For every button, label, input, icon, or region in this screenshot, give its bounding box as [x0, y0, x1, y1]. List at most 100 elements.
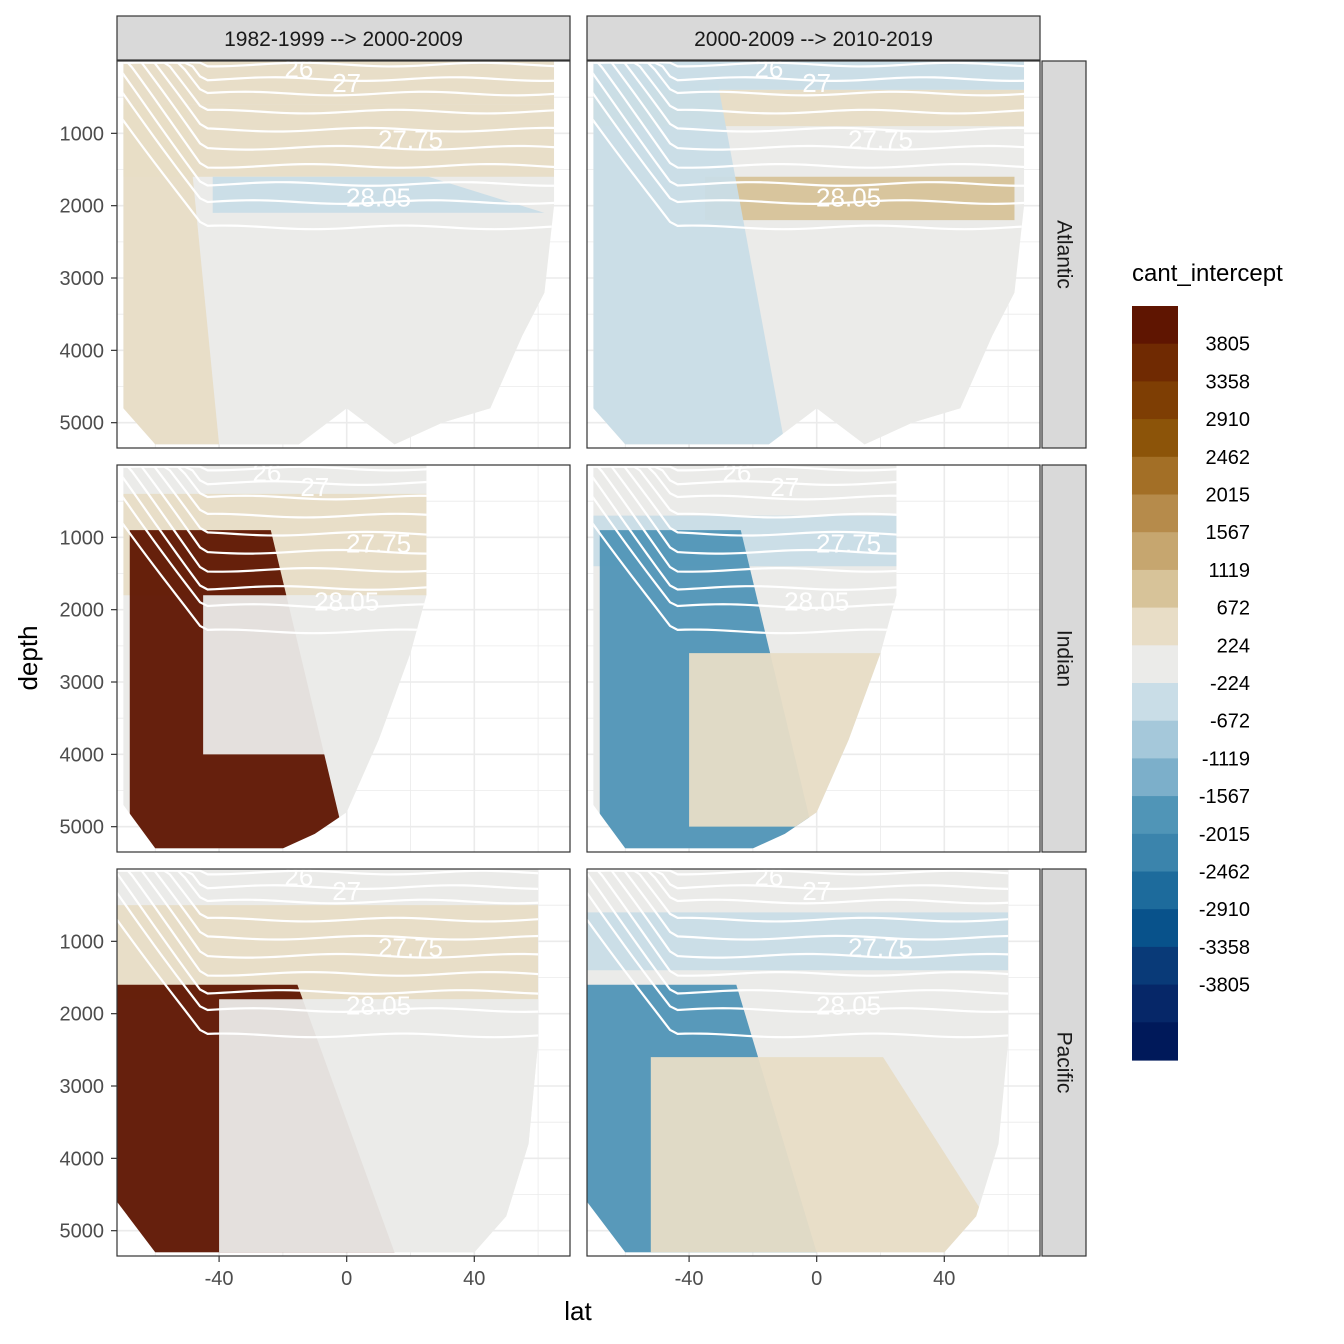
- legend-color-band: [1132, 1022, 1178, 1061]
- isopycnal-line: [117, 869, 539, 905]
- isopycnal-label: 28.05: [346, 990, 411, 1020]
- legend-level-label: -1119: [1202, 748, 1250, 770]
- panel-atlantic-2: 26 27 27.75 28.05: [586, 60, 1041, 449]
- legend-color-band: [1132, 419, 1178, 458]
- isopycnal-line: [587, 869, 1009, 977]
- isopycnal-line: [587, 869, 1009, 876]
- isopycnal-line: [593, 488, 897, 609]
- isopycnals: [123, 465, 427, 635]
- y-tick-label: 1000: [60, 527, 105, 549]
- isopycnals: [593, 465, 897, 635]
- isopycnal-line: [123, 465, 427, 472]
- isopycnal-labels: 26 27 27.75 28.05: [284, 61, 443, 212]
- isopycnal-line: [593, 61, 1025, 68]
- legend-color-band: [1132, 381, 1178, 420]
- legend-color-band: [1132, 569, 1178, 609]
- y-tick-label: 1000: [60, 931, 105, 953]
- isopycnal-label: 28.05: [346, 182, 411, 212]
- isopycnal-line: [117, 892, 539, 1013]
- isopycnal-line: [593, 465, 897, 519]
- legend-color-band: [1132, 871, 1178, 910]
- legend-color-band: [1132, 607, 1178, 646]
- facet-strip-row-label: Indian: [1053, 630, 1076, 687]
- legend-color-band: [1132, 909, 1178, 948]
- legend-color-band: [1132, 532, 1178, 571]
- isopycnal-line: [593, 515, 897, 635]
- contour-region: [587, 912, 1009, 971]
- isopycnal-line: [593, 465, 897, 486]
- isopycnal-label: 27: [770, 472, 799, 502]
- isopycnal-line: [123, 61, 555, 151]
- facet-strip-row: [1041, 60, 1087, 449]
- isopycnal-line: [593, 61, 1025, 151]
- legend-color-band: [1132, 683, 1178, 722]
- legend-color-band: [1132, 796, 1178, 835]
- isopycnal-label: 28.05: [314, 586, 379, 616]
- isopycnal-line: [123, 465, 427, 486]
- facet-strip-row: [1041, 464, 1087, 853]
- y-axis-title: depth: [13, 625, 43, 690]
- contour-region: [650, 1057, 1009, 1253]
- isopycnal-line: [593, 64, 1025, 187]
- x-tick-label: 0: [811, 1268, 822, 1290]
- y-tick-label: 3000: [60, 268, 105, 290]
- isopycnal-line: [123, 84, 555, 205]
- isopycnal-label: 28.05: [816, 182, 881, 212]
- panel-border: [586, 60, 1041, 449]
- panel-border: [116, 868, 571, 1257]
- legend-level-label: -1567: [1199, 786, 1250, 808]
- isopycnal-line: [117, 869, 539, 977]
- isopycnal-line: [123, 465, 427, 501]
- legend-level-label: 224: [1217, 635, 1250, 657]
- isopycnal-line: [123, 111, 555, 231]
- legend-level-label: 1119: [1208, 560, 1250, 582]
- isopycnal-label: 27.75: [378, 933, 443, 963]
- legend-color-band: [1132, 833, 1178, 873]
- y-tick-label: 2000: [60, 1004, 105, 1026]
- y-tick-label: 2000: [60, 600, 105, 622]
- isopycnal-line: [123, 61, 555, 115]
- contour-region: [219, 999, 539, 1253]
- isopycnal-label: 26: [722, 458, 751, 488]
- legend-level-label: -3358: [1199, 937, 1250, 959]
- isopycnal-line: [587, 919, 1009, 1039]
- isopycnal-line: [117, 872, 539, 995]
- isopycnal-line: [593, 61, 1025, 97]
- contour-region: [219, 212, 545, 445]
- y-tick-label: 2000: [60, 196, 105, 218]
- isopycnal-line: [117, 869, 539, 941]
- legend-level-label: 1567: [1206, 522, 1251, 544]
- legend-color-band: [1132, 306, 1178, 345]
- isopycnal-line: [117, 869, 539, 923]
- isopycnal-line: [123, 465, 427, 573]
- contour-region: [203, 595, 427, 755]
- legend-level-label: -3805: [1199, 975, 1250, 997]
- isopycnal-label: 28.05: [784, 586, 849, 616]
- legend-title: cant_intercept: [1132, 260, 1283, 287]
- isopycnal-line: [593, 465, 897, 573]
- isopycnal-labels: 26 27 27.75 28.05: [252, 465, 411, 616]
- legend-level-label: -2015: [1199, 824, 1250, 846]
- legend-color-band: [1132, 456, 1178, 496]
- isopycnal-line: [123, 515, 427, 635]
- isopycnal-label: 28.05: [816, 990, 881, 1020]
- legend-level-label: 2462: [1206, 447, 1251, 469]
- isopycnal-line: [123, 61, 555, 133]
- isopycnal-label: 27.75: [378, 125, 443, 155]
- panel-atlantic-1: 26 27 27.75 28.05: [116, 60, 571, 449]
- facet-strip-row-label: Atlantic: [1053, 220, 1076, 289]
- isopycnal-label: 26: [284, 862, 313, 892]
- isopycnal-line: [587, 869, 1009, 890]
- y-tick-label: 1000: [60, 123, 105, 145]
- isopycnal-line: [123, 61, 555, 68]
- axes-layer: 1000200030004000500010002000300040005000…: [60, 123, 956, 1290]
- isopycnal-line: [593, 465, 897, 472]
- contour-region: [593, 82, 785, 445]
- isopycnal-label: 27: [332, 68, 361, 98]
- facet-strip-column-label: 2000-2009 --> 2010-2019: [694, 28, 933, 51]
- legend-level-label: -2910: [1199, 899, 1250, 921]
- isopycnal-line: [593, 61, 1025, 115]
- isopycnal-line: [587, 869, 1009, 941]
- isopycnal-line: [117, 869, 539, 876]
